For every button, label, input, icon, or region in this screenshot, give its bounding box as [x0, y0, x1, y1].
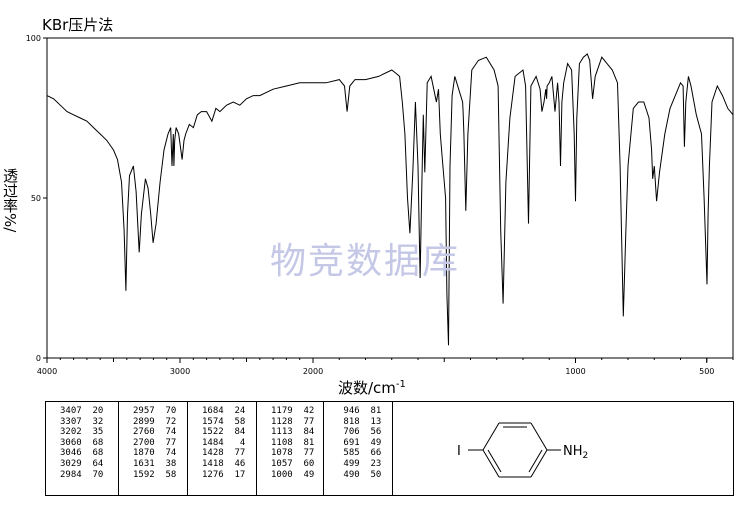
- peak-row: 946 81: [338, 406, 382, 416]
- peak-row: 2760 74: [133, 427, 177, 438]
- peak-row: 3307 32: [60, 416, 104, 427]
- peak-row: 691 49: [338, 437, 382, 448]
- ir-spectrum-chart: 0 50 100 4000 3000 2000 1000 500: [26, 34, 734, 376]
- peak-row: 2700 77: [133, 437, 177, 448]
- peak-column: 2957 70 2899 72 2760 74 2700 77 1870 74 1631 …: [119, 402, 188, 495]
- peak-row: 2984 70: [60, 469, 104, 480]
- peak-column: 1179 42 1128 77 1113 84 1108 81 1078 77 1057 …: [257, 402, 324, 495]
- peak-row: 1128 77: [271, 416, 315, 427]
- molecule-structure: I NH2: [393, 402, 733, 495]
- plot-frame: [46, 37, 734, 359]
- x-tick-label: 4000: [37, 367, 57, 376]
- x-tick-label: 3000: [170, 367, 190, 376]
- peak-column: 946 81 818 13 706 56 691 49 585 66 499 2…: [324, 402, 393, 495]
- structure-drawing: I NH2: [457, 422, 588, 478]
- peak-row: 1870 74: [133, 448, 177, 459]
- amine-subscript: 2: [583, 451, 589, 461]
- peak-row: 1574 58: [202, 416, 246, 427]
- chart-title: KBr压片法: [42, 16, 114, 34]
- x-tick-label: 500: [699, 367, 714, 376]
- peak-row: 706 56: [338, 427, 382, 438]
- y-axis: 0 50 100: [26, 34, 47, 363]
- peak-row: 1078 77: [271, 448, 315, 459]
- iodine-label: I: [457, 444, 461, 459]
- peak-row: 2899 72: [133, 416, 177, 427]
- peak-row: 585 66: [338, 448, 382, 459]
- peak-row: 1179 42: [271, 406, 315, 416]
- x-axis-label-exponent: -1: [395, 379, 406, 390]
- peak-row: 2957 70: [133, 406, 177, 416]
- peak-row: 3046 68: [60, 448, 104, 459]
- peak-row: 1113 84: [271, 427, 315, 438]
- y-tick-label: 0: [36, 354, 41, 363]
- y-tick-label: 50: [31, 194, 41, 203]
- peak-row: 1276 17: [202, 469, 246, 480]
- peak-row: 1000 49: [271, 469, 315, 480]
- x-axis-label-text: 波数/cm: [338, 379, 396, 397]
- y-axis-label: 透过率%/: [1, 168, 26, 233]
- watermark: 物竞数据库: [270, 241, 461, 282]
- spectrum-line: [46, 53, 734, 346]
- peak-row: 1057 60: [271, 458, 315, 469]
- peak-row: 3060 68: [60, 437, 104, 448]
- x-axis: 4000 3000 2000 1000 500: [37, 358, 734, 376]
- peak-row: 1418 46: [202, 458, 246, 469]
- peak-row: 1522 84: [202, 427, 246, 438]
- x-tick-label: 1000: [565, 367, 585, 376]
- y-tick-label: 100: [26, 34, 41, 43]
- peak-column: 1684 24 1574 58 1522 84 1484 4 1428 77 1418 4…: [188, 402, 257, 495]
- x-axis-label: 波数/cm-1: [338, 377, 406, 398]
- peak-row: 1428 77: [202, 448, 246, 459]
- peak-row: 3029 64: [60, 458, 104, 469]
- peak-row: 3202 35: [60, 427, 104, 438]
- peak-column: 3407 20 3307 32 3202 35 3060 68 3046 68 3029 …: [46, 402, 119, 495]
- peak-row: 818 13: [338, 416, 382, 427]
- peak-row: 3407 20: [60, 406, 104, 416]
- peak-row: 1631 38: [133, 458, 177, 469]
- x-tick-label: 2000: [303, 367, 323, 376]
- peak-row: 1592 58: [133, 469, 177, 480]
- amine-label: NH2: [563, 444, 588, 461]
- peak-row: 499 23: [338, 458, 382, 469]
- benzene-ring: [468, 422, 561, 478]
- peak-row: 1108 81: [271, 437, 315, 448]
- peak-row: 1484 4: [202, 437, 246, 448]
- peak-row: 490 50: [338, 469, 382, 480]
- peak-row: 1684 24: [202, 406, 246, 416]
- y-axis-label-text: 透过率%/: [1, 168, 19, 233]
- peak-table: 3407 20 3307 32 3202 35 3060 68 3046 68 3029 …: [45, 401, 734, 496]
